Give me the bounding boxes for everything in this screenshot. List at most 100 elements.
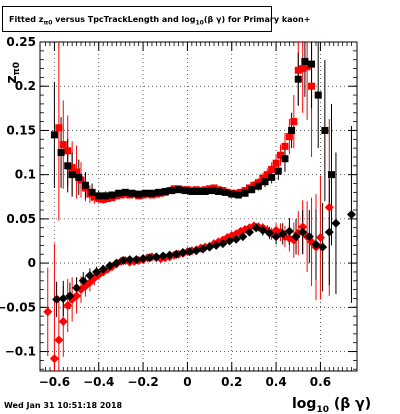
square-marker <box>303 63 311 71</box>
chart-title: Fitted zπ0 versus TpcTrackLength and log… <box>9 15 310 27</box>
diamond-marker <box>98 264 108 274</box>
diamond-marker <box>315 232 325 242</box>
diamond-marker <box>324 227 334 237</box>
square-marker <box>135 190 143 198</box>
diamond-marker <box>304 232 314 242</box>
square-marker <box>248 186 256 194</box>
square-marker <box>268 165 276 173</box>
diamond-marker <box>198 244 208 254</box>
square-marker <box>277 151 285 159</box>
square-marker <box>301 57 309 65</box>
diamond-marker <box>105 261 115 271</box>
square-marker <box>272 159 280 167</box>
diamond-marker <box>125 255 135 265</box>
square-marker <box>55 124 63 132</box>
diamond-marker <box>131 255 141 265</box>
diamond-marker <box>43 307 53 317</box>
square-marker <box>285 133 293 141</box>
square-marker <box>128 189 136 197</box>
axes <box>40 41 357 371</box>
x-tick-label: 0.2 <box>221 375 242 389</box>
diamond-marker <box>63 301 73 311</box>
square-marker <box>59 141 67 149</box>
title-sub-1: π0 <box>43 19 53 27</box>
square-marker <box>101 192 109 200</box>
diamond-marker <box>205 242 215 252</box>
square-marker <box>75 173 83 181</box>
square-marker <box>299 65 307 73</box>
diamond-marker <box>238 232 248 242</box>
grid-lines <box>40 42 357 371</box>
x-tick-label: 0 <box>183 375 191 389</box>
diamond-marker <box>191 246 201 256</box>
diamond-marker <box>258 225 268 235</box>
square-marker <box>121 188 129 196</box>
diamond-marker <box>52 294 62 304</box>
square-marker <box>99 195 107 203</box>
square-marker <box>254 179 262 187</box>
diamond-marker <box>178 247 188 257</box>
square-marker <box>263 171 271 179</box>
diamond-marker <box>54 335 64 345</box>
square-marker <box>73 168 81 176</box>
diamond-marker <box>58 293 68 303</box>
x-tick-label: −0.2 <box>127 375 158 389</box>
square-marker <box>314 91 322 99</box>
error-bars <box>47 42 352 371</box>
square-marker <box>161 187 169 195</box>
square-marker <box>308 82 316 90</box>
square-marker <box>148 189 156 197</box>
x-axis-label-sub: 10 <box>316 405 329 414</box>
square-marker <box>201 187 209 195</box>
diamond-marker <box>298 222 308 232</box>
title-part-1: Fitted z <box>9 15 44 24</box>
tick-labels: −0.6 −0.4 −0.2 0 0.2 0.4 0.6 −0.1 −0.05 0 0.05 0.1 0… <box>0 35 331 389</box>
square-marker <box>155 188 163 196</box>
y-tick-label: 0.2 <box>15 79 36 93</box>
diamond-marker <box>145 253 155 263</box>
square-marker <box>88 188 96 196</box>
y-tick-label: 0.1 <box>15 168 36 182</box>
diamond-marker <box>78 276 88 286</box>
square-marker <box>261 178 269 186</box>
square-marker <box>108 191 116 199</box>
square-marker <box>188 187 196 195</box>
date-stamp: Wed Jan 31 10:51:18 2018 <box>4 401 123 410</box>
diamond-marker <box>346 209 356 219</box>
square-marker <box>268 173 276 181</box>
y-tick-label: −0.05 <box>0 300 36 314</box>
y-tick-label: 0.25 <box>6 35 36 49</box>
square-marker <box>254 182 262 190</box>
square-marker <box>234 191 242 199</box>
square-marker <box>141 189 149 197</box>
diamond-marker <box>218 239 228 249</box>
square-marker <box>57 149 65 157</box>
diamond-marker <box>158 251 168 261</box>
y-tick-label: 0.05 <box>6 212 36 226</box>
square-marker <box>274 167 282 175</box>
square-marker <box>321 126 329 134</box>
x-axis-label-main: (β γ) <box>329 396 371 412</box>
square-marker <box>175 186 183 194</box>
square-marker <box>228 190 236 198</box>
diamond-marker <box>49 354 59 364</box>
square-marker <box>214 187 222 195</box>
square-marker <box>68 164 76 172</box>
diamond-marker <box>92 267 102 277</box>
title-box: Fitted zπ0 versus TpcTrackLength and log… <box>2 6 310 32</box>
square-marker <box>115 189 123 197</box>
square-marker <box>168 187 176 195</box>
square-marker <box>50 131 58 139</box>
diamond-marker <box>185 247 195 257</box>
diamond-marker <box>65 291 75 301</box>
diamond-marker <box>324 202 334 212</box>
square-marker <box>328 171 336 179</box>
diamond-marker <box>111 258 121 268</box>
square-marker <box>281 155 289 163</box>
diamond-marker <box>165 250 175 260</box>
square-marker <box>81 181 89 189</box>
x-tick-label: 0.4 <box>265 375 286 389</box>
diamond-marker <box>251 223 261 233</box>
diamond-marker <box>118 255 128 265</box>
